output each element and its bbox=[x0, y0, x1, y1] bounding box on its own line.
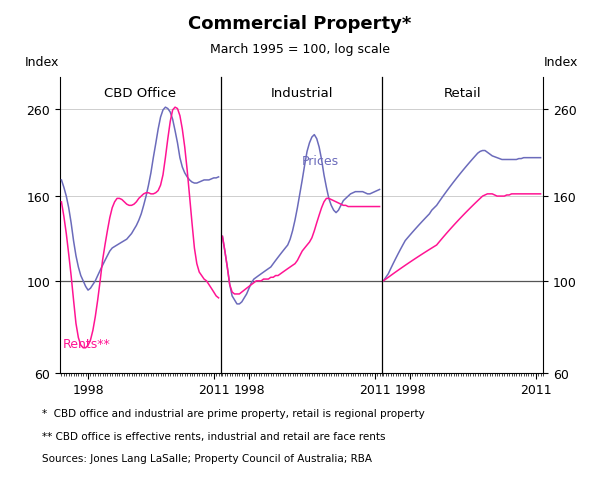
Text: Sources: Jones Lang LaSalle; Property Council of Australia; RBA: Sources: Jones Lang LaSalle; Property Co… bbox=[42, 453, 372, 463]
Text: Index: Index bbox=[544, 56, 578, 69]
Text: Industrial: Industrial bbox=[270, 87, 333, 100]
Text: Rents**: Rents** bbox=[63, 338, 110, 351]
Text: ** CBD office is effective rents, industrial and retail are face rents: ** CBD office is effective rents, indust… bbox=[42, 431, 386, 441]
Text: CBD Office: CBD Office bbox=[104, 87, 176, 100]
Text: Commercial Property*: Commercial Property* bbox=[188, 15, 412, 33]
Text: March 1995 = 100, log scale: March 1995 = 100, log scale bbox=[210, 43, 390, 56]
Text: Prices: Prices bbox=[302, 155, 340, 168]
Text: Index: Index bbox=[25, 56, 59, 69]
Text: *  CBD office and industrial are prime property, retail is regional property: * CBD office and industrial are prime pr… bbox=[42, 408, 425, 418]
Text: Retail: Retail bbox=[443, 87, 481, 100]
